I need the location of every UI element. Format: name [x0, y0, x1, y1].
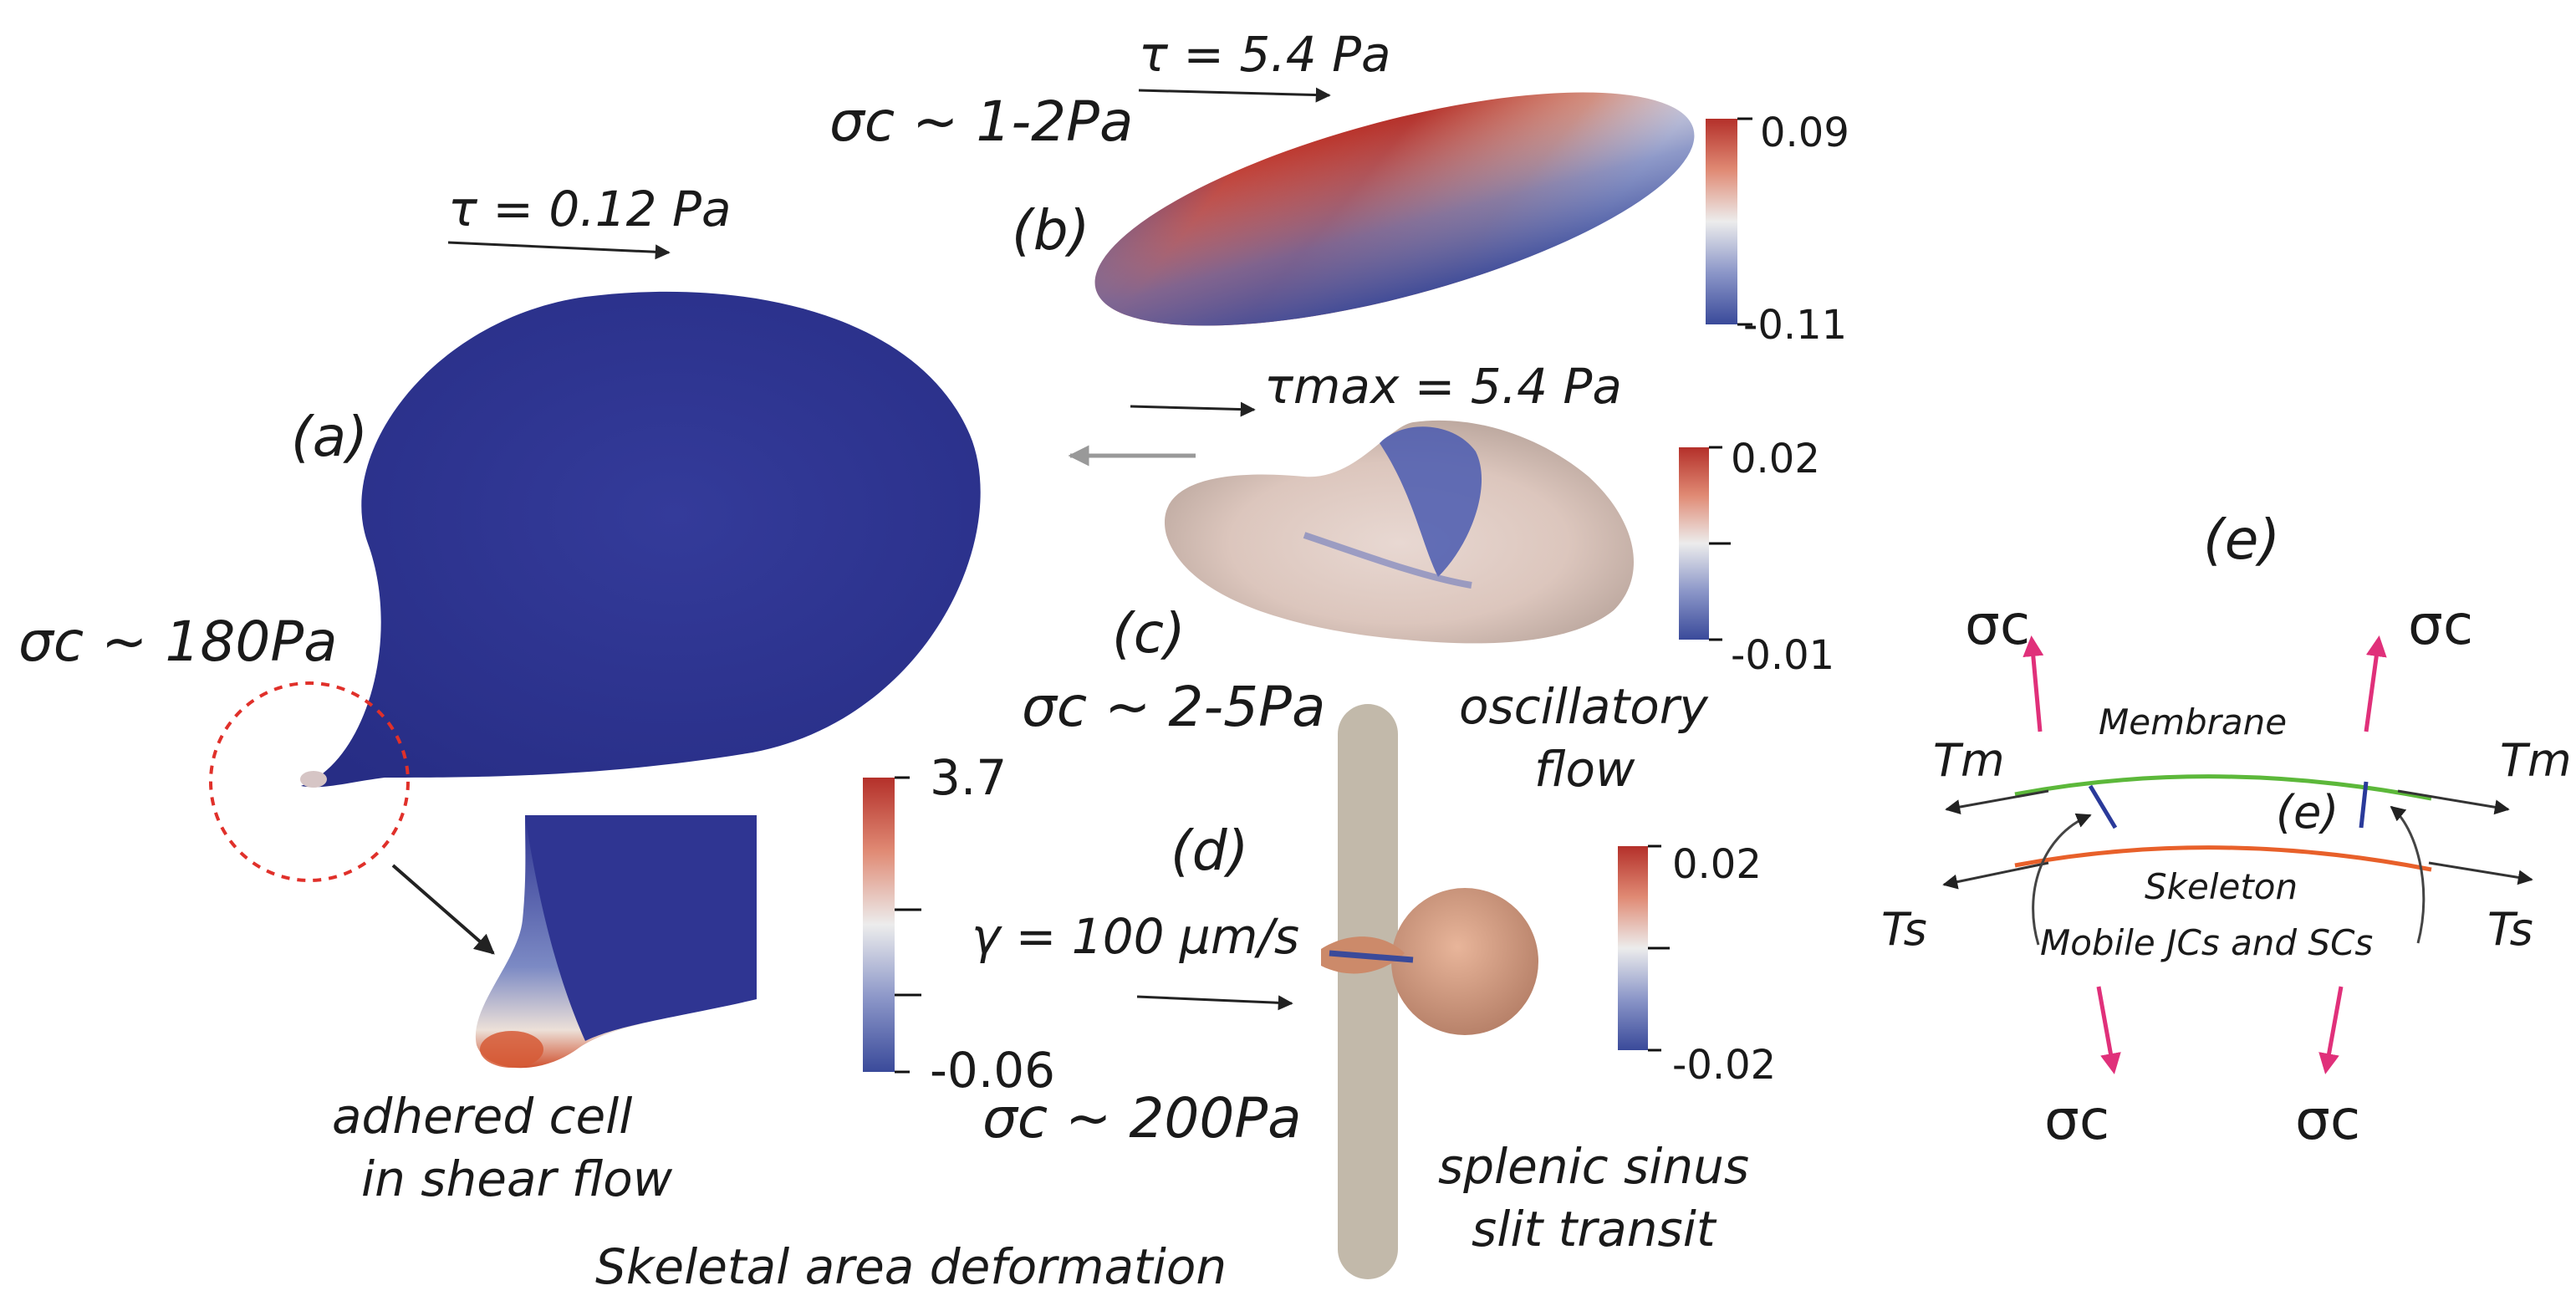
panel-a: (a) τ = 0.12 Pa σc ~ 180Pa adhered cell … — [18, 181, 981, 1207]
colorbar-max: 3.7 — [930, 749, 1007, 806]
tension-membrane-left-label: Tm — [1933, 734, 2005, 787]
panel-b: τ = 5.4 Pa σc ~ 1-2Pa (b) 0.09 -0.11 — [829, 26, 1849, 349]
stress-arrow-up-left — [2023, 635, 2044, 732]
panel-a-caption-line1: adhered cell — [332, 1088, 632, 1145]
panel-d-label: (d) — [1171, 819, 1248, 883]
panel-d-caption-line1: splenic sinus — [1438, 1138, 1749, 1195]
panel-d-velocity-label: γ = 100 μm/s — [972, 908, 1299, 965]
junction-left — [2088, 784, 2118, 829]
panel-c-colorbar-min: -0.01 — [1731, 632, 1834, 679]
panel-b-shear-arrow — [1138, 87, 1331, 103]
panel-a-colorbar: 3.7 -0.06 — [863, 749, 1055, 1099]
stress-arrow-down-left — [2096, 986, 2121, 1074]
colorbar-gradient — [863, 778, 895, 1072]
tension-membrane-right — [2397, 789, 2510, 815]
panel-c-shear-label: τmax = 5.4 Pa — [1264, 358, 1622, 415]
cell-c-shape — [1164, 420, 1634, 644]
stress-bottom-left: σc — [2044, 1088, 2109, 1152]
stress-top-left: σc — [1965, 593, 2030, 657]
panel-c-forward-arrow — [1130, 401, 1256, 417]
tension-skeleton-right-label: Ts — [2487, 903, 2533, 956]
stress-top-right: σc — [2408, 593, 2473, 657]
mobile-bracket-right — [2390, 805, 2426, 944]
panel-b-shear-label: τ = 5.4 Pa — [1139, 26, 1391, 83]
tension-skeleton-left-label: Ts — [1881, 903, 1927, 956]
membrane-label: Membrane — [2099, 702, 2287, 742]
mobile-bracket-left — [2032, 813, 2092, 946]
panel-d-caption-line2: slit transit — [1472, 1201, 1717, 1258]
panel-d-stress-label: σc ~ 200Pa — [982, 1086, 1302, 1150]
splenic-slit-wall — [1338, 704, 1398, 1279]
tension-membrane-right-label: Tm — [2500, 734, 2572, 787]
panel-e: (e) σc σc σc σc Membrane (e) Skeleton Mo… — [1881, 508, 2572, 1152]
panel-b-colorbar-min: -0.11 — [1743, 302, 1847, 349]
junction-right — [2359, 781, 2369, 829]
stress-arrow-up-right — [2364, 635, 2387, 732]
zoom-arrow — [391, 864, 495, 955]
adhered-cell-shape — [301, 291, 981, 788]
panel-b-colorbar-max: 0.09 — [1760, 110, 1849, 156]
tension-skeleton-left — [1942, 861, 2049, 890]
colorbar-min: -0.06 — [930, 1042, 1055, 1099]
panel-c-stress-label: σc ~ 2-5Pa — [1022, 675, 1325, 739]
panel-a-label: (a) — [291, 405, 368, 469]
skeleton-label: Skeleton — [2145, 866, 2298, 907]
panel-c: τmax = 5.4 Pa 0.02 -0.01 (c) σc ~ 2-5Pa … — [1022, 358, 1834, 798]
skeleton-line — [2014, 845, 2432, 872]
panel-d-flow-arrow — [1136, 995, 1293, 1011]
zoomed-adhesion-inset — [475, 815, 757, 1069]
panel-c-label: (c) — [1112, 601, 1186, 666]
zoom-circle — [209, 681, 410, 882]
panel-c-caption-line2: flow — [1534, 741, 1635, 798]
tension-skeleton-right — [2428, 861, 2533, 885]
panel-b-label: (b) — [1012, 198, 1089, 263]
panel-b-colorbar — [1706, 119, 1737, 324]
cell-d-body — [1391, 888, 1538, 1035]
stress-arrow-down-right — [2318, 986, 2344, 1074]
stress-bottom-right: σc — [2295, 1088, 2360, 1152]
panel-d-colorbar-max: 0.02 — [1672, 841, 1762, 888]
panel-c-colorbar-max: 0.02 — [1731, 436, 1820, 482]
panel-d-colorbar-min: -0.02 — [1672, 1042, 1776, 1089]
panel-e-inner-label: (e) — [2276, 786, 2339, 839]
panel-a-shear-label: τ = 0.12 Pa — [448, 181, 731, 237]
panel-c-caption-line1: oscillatory — [1459, 678, 1709, 735]
panel-e-label: (e) — [2203, 508, 2280, 572]
panel-b-stress-label: σc ~ 1-2Pa — [829, 89, 1133, 154]
panel-a-stress-label: σc ~ 180Pa — [18, 610, 338, 674]
adhesion-point — [300, 771, 327, 788]
panel-d: (d) γ = 100 μm/s σc ~ 200Pa splenic sinu… — [972, 704, 1776, 1279]
panel-a-shear-arrow — [447, 241, 671, 260]
panel-d-colorbar — [1618, 846, 1648, 1050]
tension-membrane-left — [1945, 789, 2049, 814]
panel-c-colorbar — [1679, 447, 1709, 640]
panel-a-caption-line2: in shear flow — [361, 1150, 673, 1207]
bottom-caption: Skeletal area deformation — [595, 1238, 1227, 1295]
mobile-label: Mobile JCs and SCs — [2040, 922, 2373, 963]
membrane-line — [2014, 774, 2432, 801]
